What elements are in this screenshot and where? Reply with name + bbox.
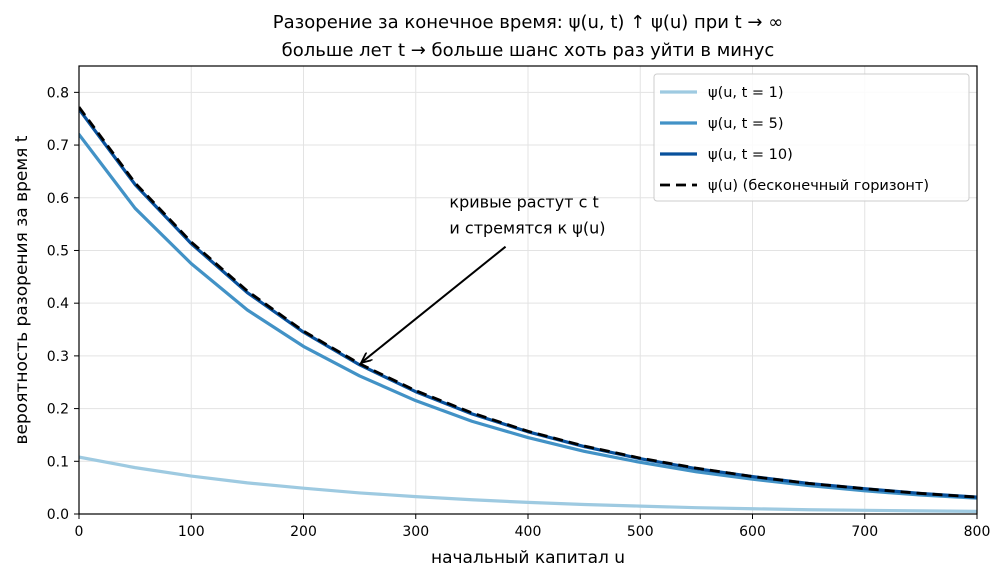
grid xyxy=(78,66,978,515)
y-tick-label: 0.8 xyxy=(47,85,69,101)
y-tick-label: 0.5 xyxy=(47,243,69,259)
x-tick-label: 500 xyxy=(627,524,654,540)
y-tick-label: 0.2 xyxy=(47,402,69,418)
x-tick-label: 300 xyxy=(402,524,429,540)
annotation: кривые растут с t и стремятся к ψ(u) xyxy=(362,193,605,363)
legend-label-3: ψ(u, t = 10) xyxy=(708,147,793,163)
annotation-line1: кривые растут с t xyxy=(449,193,598,212)
legend: ψ(u, t = 1) ψ(u, t = 5) ψ(u, t = 10) ψ(u) (… xyxy=(653,73,970,202)
y-tick-label: 0.6 xyxy=(47,191,69,207)
x-tick-label: 800 xyxy=(964,524,991,540)
series-line-4 xyxy=(79,106,977,499)
y-tick-label: 0.4 xyxy=(47,296,69,312)
x-tick-label: 700 xyxy=(851,524,878,540)
chart-title-line1: Разорение за конечное время: ψ(u, t) ↑ ψ… xyxy=(273,12,783,33)
legend-label-4: ψ(u) (бесконечный горизонт) xyxy=(708,178,929,194)
x-axis-label: начальный капитал u xyxy=(431,548,625,568)
x-tick-label: 100 xyxy=(178,524,205,540)
axis-ticks: 0 100 200 300 400 500 600 700 800 0.0 0.1 0.2 0.3 0.4… xyxy=(47,85,991,540)
legend-label-1: ψ(u, t = 1) xyxy=(708,85,784,101)
series-line-1 xyxy=(79,455,977,513)
y-axis-label: вероятность разорения за время t xyxy=(12,135,32,444)
series-group xyxy=(79,106,977,513)
x-tick-label: 400 xyxy=(515,524,542,540)
chart-title-line2: больше лет t → больше шанс хоть раз уйти… xyxy=(282,40,775,61)
annotation-line2: и стремятся к ψ(u) xyxy=(449,219,605,238)
y-tick-label: 0.1 xyxy=(47,454,69,470)
y-tick-label: 0.7 xyxy=(47,138,69,154)
x-tick-label: 0 xyxy=(75,524,84,540)
series-line-2 xyxy=(79,132,977,500)
x-tick-label: 200 xyxy=(290,524,317,540)
y-tick-label: 0.3 xyxy=(47,349,69,365)
y-tick-label: 0.0 xyxy=(47,507,69,523)
legend-label-2: ψ(u, t = 5) xyxy=(708,116,784,132)
legend-box xyxy=(653,73,970,202)
annotation-arrow xyxy=(362,245,507,363)
x-tick-label: 600 xyxy=(739,524,766,540)
